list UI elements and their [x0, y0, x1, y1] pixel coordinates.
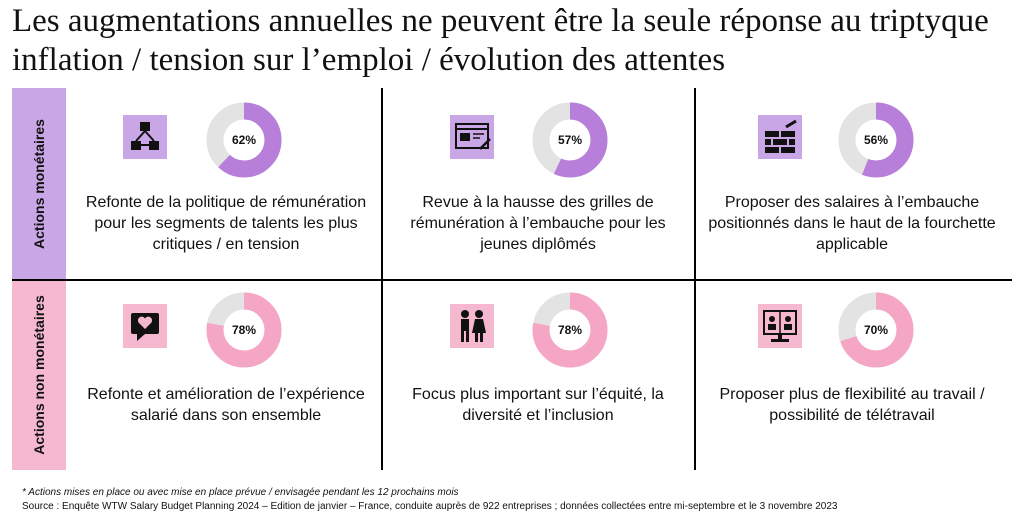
row-label-non-monetary: Actions non monétaires [31, 295, 47, 455]
row-band-non-monetary: Actions non monétaires [12, 280, 66, 470]
donut-value-label: 62% [231, 133, 257, 147]
row-label-monetary: Actions monétaires [31, 119, 47, 249]
donut-chart: 78% [206, 292, 282, 368]
chart-cell: 70% Proposer plus de flexibilité au trav… [702, 282, 1002, 470]
chart-cell: 78% Focus plus important sur l’équité, l… [388, 282, 688, 470]
chart-cell: 56% Proposer des salaires à l’embauche p… [702, 88, 1002, 280]
footnote: * Actions mises en place ou avec mise en… [22, 487, 459, 498]
donut-value-label: 70% [863, 323, 889, 337]
donut-value-arc [838, 102, 914, 178]
donut-chart: 70% [838, 292, 914, 368]
action-caption: Refonte et amélioration de l’expérience … [87, 386, 365, 424]
donut-value-label: 57% [557, 133, 583, 147]
donut-value-arc [838, 292, 914, 368]
people-icon [450, 304, 494, 348]
blocks-network-icon [123, 115, 167, 159]
donut-chart: 56% [838, 102, 914, 178]
action-caption: Proposer des salaires à l’embauche posit… [708, 194, 996, 253]
video-call-icon [758, 304, 802, 348]
donut-value-label: 78% [231, 323, 257, 337]
donut-value-label: 56% [863, 133, 889, 147]
donut-chart: 62% [206, 102, 282, 178]
action-caption: Proposer plus de flexibilité au travail … [719, 386, 985, 424]
donut-chart: 78% [532, 292, 608, 368]
donut-value-arc [206, 292, 282, 368]
donut-chart: 57% [532, 102, 608, 178]
action-caption: Revue à la hausse des grilles de rémunér… [410, 194, 666, 253]
chart-cell: 62% Refonte de la politique de rémunérat… [76, 88, 376, 280]
donut-value-arc [206, 102, 282, 178]
donut-value-label: 78% [557, 323, 583, 337]
column-divider-2 [694, 88, 696, 470]
column-divider-1 [381, 88, 383, 470]
action-caption: Refonte de la politique de rémunération … [85, 194, 367, 253]
browser-edit-icon [450, 115, 494, 159]
heart-chat-icon [123, 304, 167, 348]
page-title: Les augmentations annuelles ne peuvent ê… [12, 3, 989, 78]
chart-cell: 57% Revue à la hausse des grilles de rém… [388, 88, 688, 280]
action-caption: Focus plus important sur l’équité, la di… [412, 386, 664, 424]
row-band-monetary: Actions monétaires [12, 88, 66, 280]
brick-wall-icon [758, 115, 802, 159]
row-divider [12, 279, 1012, 281]
donut-value-arc [532, 102, 608, 178]
chart-cell: 78% Refonte et amélioration de l’expérie… [76, 282, 376, 470]
donut-value-arc [532, 292, 608, 368]
source-note: Source : Enquête WTW Salary Budget Plann… [22, 501, 838, 512]
